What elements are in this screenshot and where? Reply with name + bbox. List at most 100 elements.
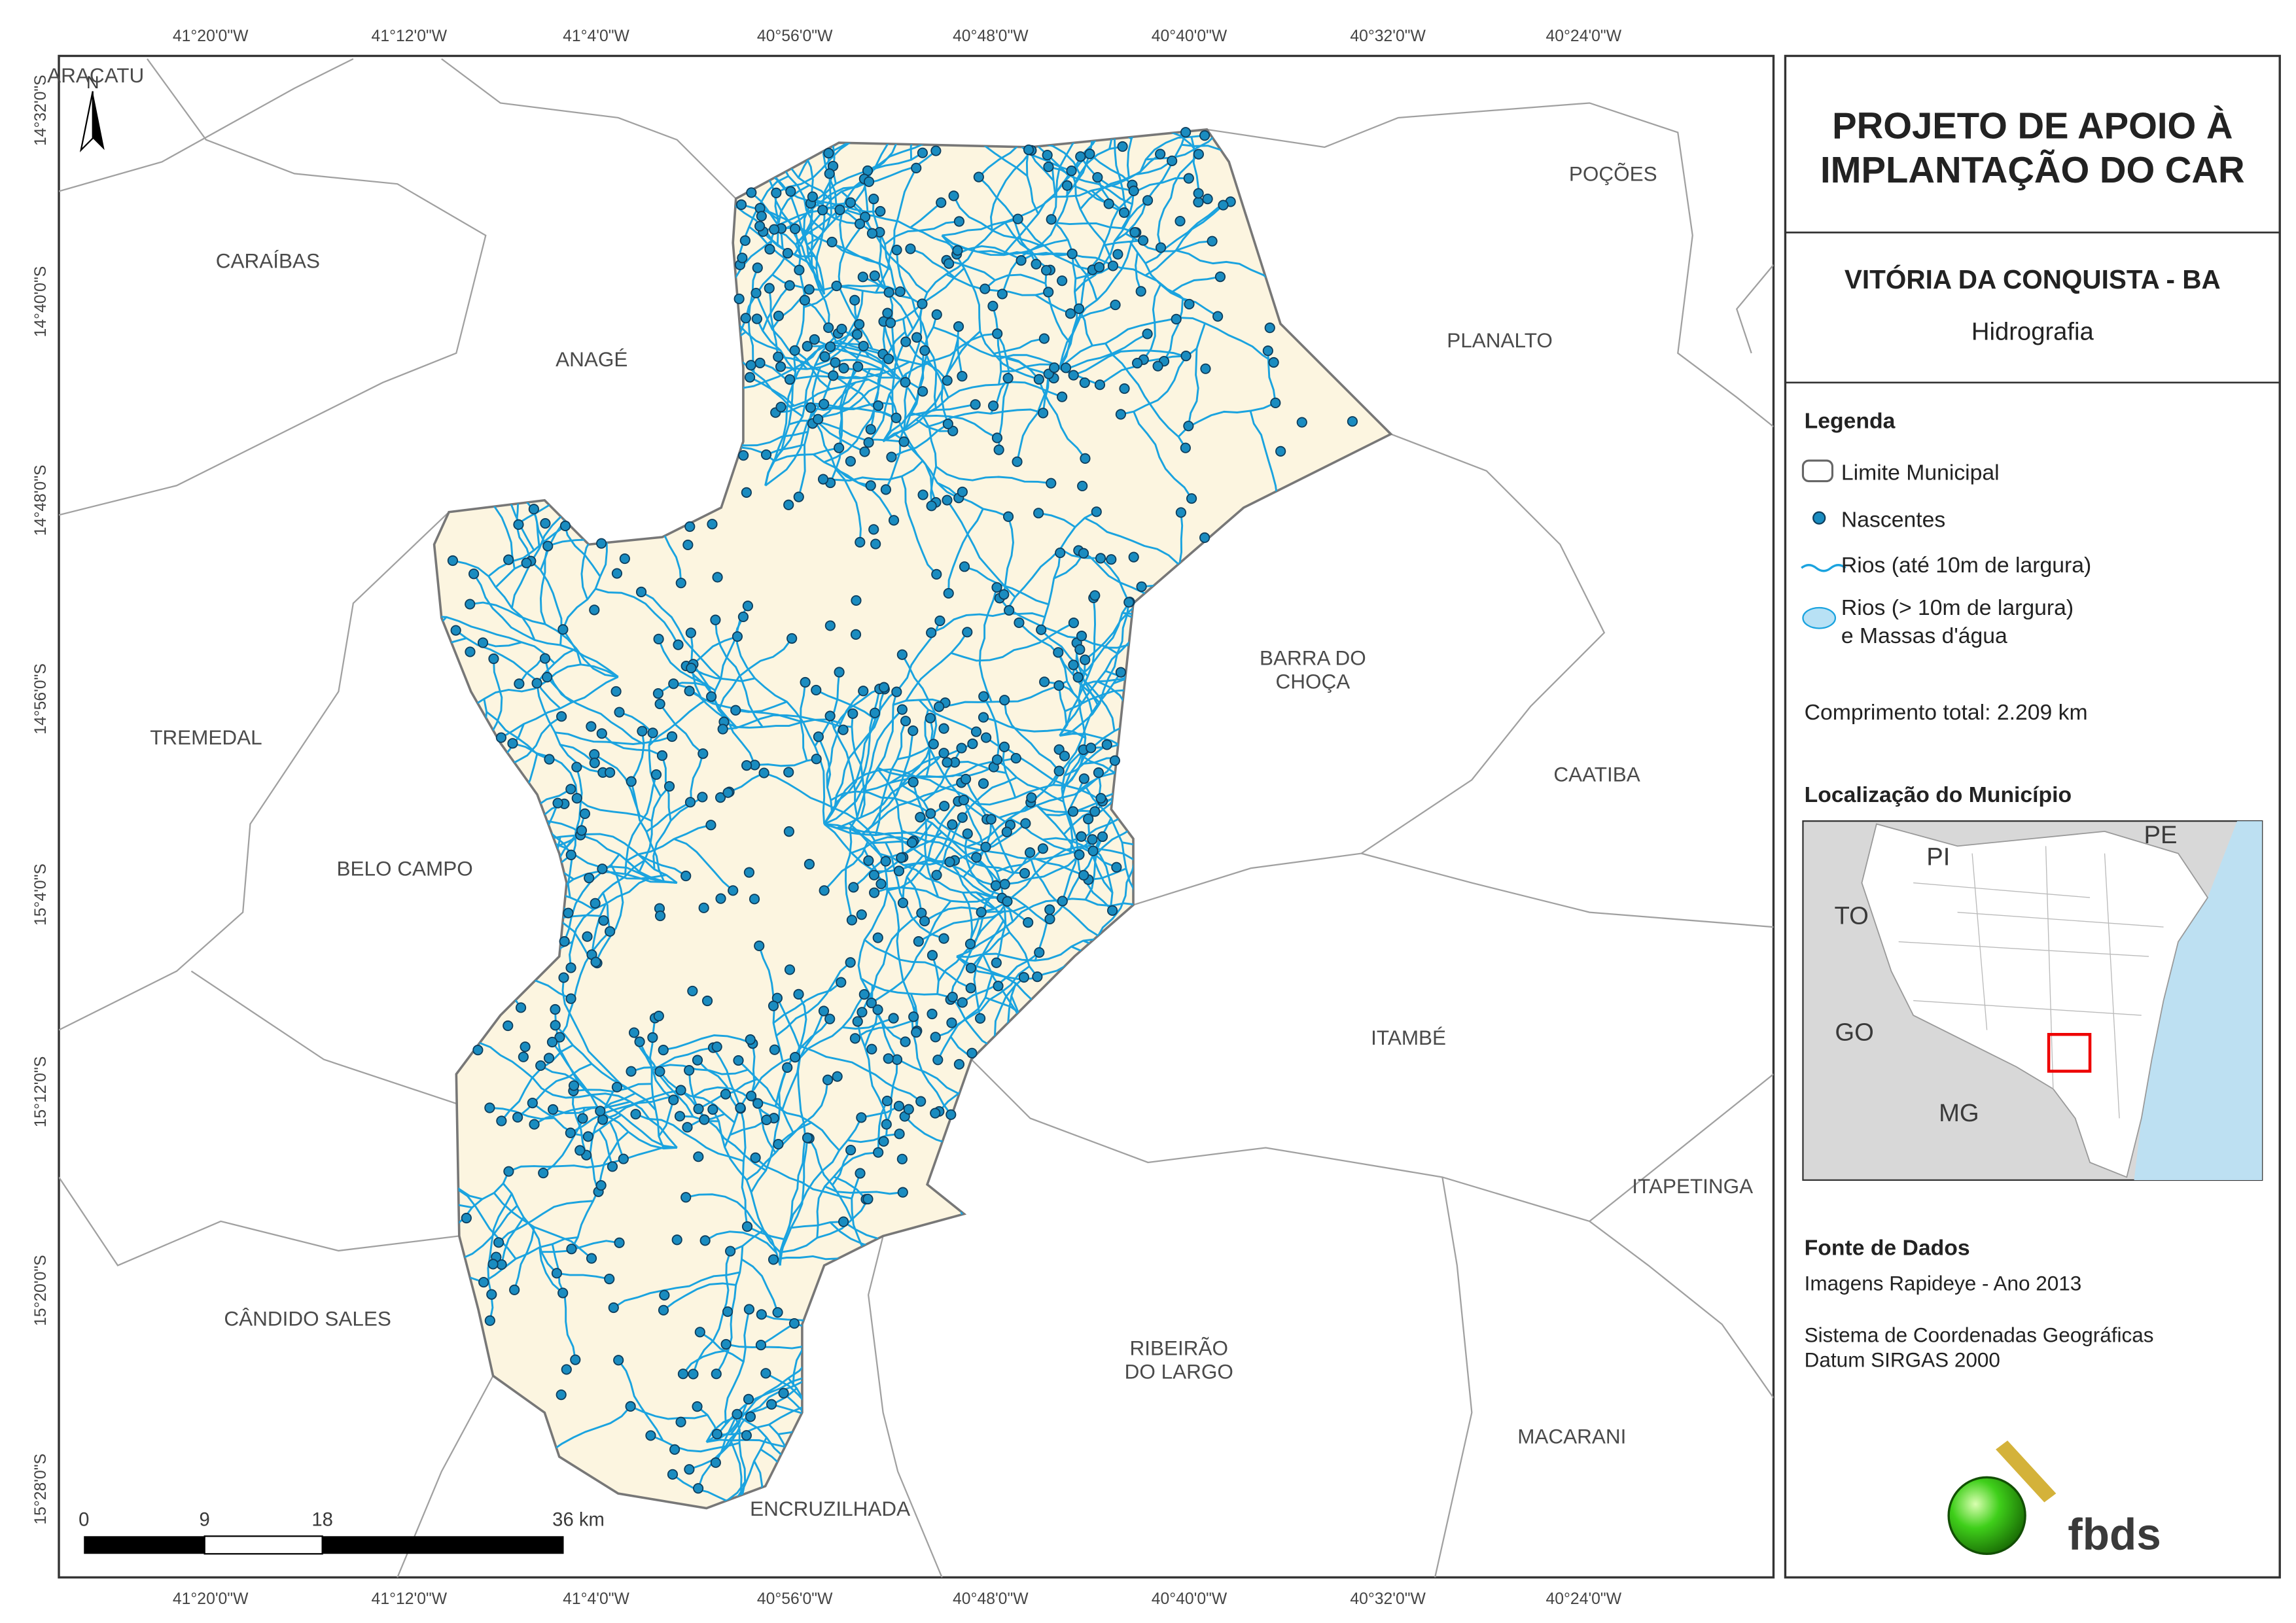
spring bbox=[908, 1011, 919, 1022]
spring bbox=[896, 649, 908, 660]
spring bbox=[701, 995, 713, 1007]
spring bbox=[824, 168, 835, 179]
spring bbox=[1016, 255, 1027, 266]
river bbox=[885, 374, 908, 490]
river bbox=[539, 1247, 564, 1294]
spring bbox=[908, 777, 919, 788]
river bbox=[722, 714, 853, 730]
logo bbox=[1947, 1440, 2057, 1555]
spring bbox=[743, 1304, 755, 1315]
spring bbox=[1061, 180, 1073, 191]
spring bbox=[628, 1027, 640, 1038]
inset-ocean bbox=[2134, 821, 2263, 1180]
river bbox=[704, 1230, 777, 1254]
spring bbox=[595, 1106, 606, 1117]
spring bbox=[715, 893, 726, 904]
spring bbox=[1057, 275, 1068, 287]
spring bbox=[832, 1071, 843, 1082]
spring bbox=[836, 977, 847, 988]
spring bbox=[1087, 845, 1099, 856]
spring bbox=[858, 988, 870, 1000]
spring bbox=[752, 262, 763, 273]
river bbox=[641, 591, 722, 680]
spring bbox=[974, 1013, 986, 1024]
river bbox=[857, 1021, 889, 1136]
spring bbox=[732, 1408, 743, 1420]
spring bbox=[938, 933, 949, 944]
river bbox=[739, 1108, 749, 1227]
spring bbox=[626, 1066, 637, 1077]
municipality-name: PLANALTO bbox=[1447, 328, 1553, 352]
spring bbox=[667, 1469, 679, 1480]
north-arrow bbox=[79, 91, 105, 152]
river bbox=[981, 845, 1091, 913]
spring bbox=[1078, 548, 1089, 559]
river bbox=[946, 259, 996, 281]
spring bbox=[634, 1036, 645, 1047]
spring bbox=[1264, 323, 1275, 334]
river bbox=[790, 1221, 844, 1229]
spring bbox=[1076, 631, 1087, 642]
spring bbox=[1019, 867, 1031, 879]
spring bbox=[938, 748, 949, 759]
spring bbox=[1117, 141, 1128, 152]
spring bbox=[692, 1055, 703, 1066]
spring bbox=[793, 988, 804, 1000]
spring bbox=[865, 424, 876, 435]
spring bbox=[647, 727, 658, 739]
spring bbox=[845, 957, 856, 968]
river bbox=[559, 743, 595, 764]
boundary bbox=[59, 511, 450, 1031]
location-title: Localização do Município bbox=[1805, 782, 2072, 807]
spring bbox=[849, 294, 860, 305]
spring bbox=[1067, 248, 1078, 260]
spring bbox=[658, 1045, 669, 1056]
spring bbox=[558, 972, 569, 983]
spring bbox=[793, 491, 804, 502]
spring bbox=[1129, 227, 1140, 238]
municipality-name: ARACATU bbox=[47, 63, 144, 87]
spring bbox=[720, 1338, 732, 1350]
spring bbox=[824, 1013, 836, 1024]
spring bbox=[1183, 173, 1194, 184]
river bbox=[849, 708, 903, 829]
spring bbox=[677, 1369, 689, 1380]
river bbox=[789, 375, 893, 392]
spring bbox=[965, 983, 976, 994]
spring bbox=[1038, 408, 1049, 419]
spring bbox=[952, 245, 963, 256]
spring bbox=[751, 287, 762, 299]
municipality-name: RIBEIRÃO bbox=[1130, 1336, 1228, 1360]
river bbox=[805, 173, 832, 260]
river bbox=[823, 354, 884, 463]
river bbox=[1070, 170, 1114, 266]
river bbox=[1003, 700, 1060, 772]
spring bbox=[970, 726, 982, 737]
spring bbox=[980, 841, 991, 852]
spring bbox=[790, 1052, 801, 1063]
spring bbox=[1094, 379, 1106, 391]
river bbox=[902, 319, 948, 381]
spring bbox=[911, 1027, 922, 1038]
spring bbox=[818, 1005, 830, 1017]
spring bbox=[707, 519, 718, 530]
river bbox=[554, 1024, 657, 1111]
river bbox=[593, 753, 641, 816]
river bbox=[601, 733, 663, 757]
river bbox=[1133, 411, 1193, 499]
river bbox=[1084, 517, 1180, 565]
river bbox=[517, 1062, 592, 1119]
spring bbox=[693, 1151, 704, 1162]
river bbox=[673, 682, 728, 722]
spring bbox=[1183, 421, 1194, 432]
longitude-label: 40°56'0"W bbox=[757, 27, 833, 45]
river bbox=[976, 831, 1008, 858]
spring bbox=[771, 187, 782, 198]
spring bbox=[930, 1108, 941, 1119]
panel-title: IMPLANTAÇÃO DO CAR bbox=[1820, 149, 2245, 190]
spring bbox=[885, 317, 896, 328]
spring bbox=[737, 611, 749, 623]
river bbox=[1050, 218, 1078, 368]
river bbox=[751, 1095, 840, 1151]
spring bbox=[520, 1041, 531, 1053]
